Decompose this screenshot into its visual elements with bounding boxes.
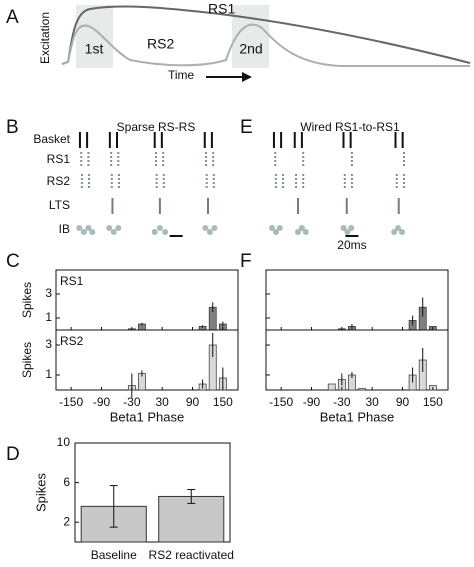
panel-title: Wired RS1-to-RS1: [300, 120, 400, 134]
y-axis-label: Spikes: [33, 472, 48, 512]
y-tick-label: 2: [63, 514, 70, 528]
plot-frame: [265, 329, 449, 391]
spike: [202, 225, 209, 231]
panel-letter: F: [240, 251, 252, 272]
row-label: RS2: [47, 174, 71, 188]
y-tick-label: 6: [63, 475, 70, 489]
x-tick-label: 30: [155, 395, 169, 409]
y-tick-label: 3: [45, 286, 52, 300]
curve-label: RS2: [147, 36, 174, 52]
scale-bar-label: 20ms: [337, 238, 366, 252]
y-tick-label: 1: [45, 367, 52, 381]
spike: [348, 225, 355, 231]
x-tick-label: -150: [59, 395, 83, 409]
x-tick-label: -90: [93, 395, 111, 409]
row-label: Basket: [33, 132, 70, 146]
spike: [80, 229, 87, 235]
plot-frame: [55, 329, 239, 391]
x-tick-label: 150: [213, 395, 233, 409]
spike: [295, 229, 301, 235]
spike: [162, 229, 169, 235]
panel-letter: B: [6, 117, 19, 138]
x-tick-label: -150: [269, 395, 293, 409]
row-label: IB: [59, 222, 70, 236]
x-tick-label: -30: [123, 395, 141, 409]
x-tick-label: RS2 reactivated: [149, 548, 234, 562]
y-tick-label: 1: [45, 310, 52, 324]
y-axis-label: Excitation: [38, 12, 52, 64]
hist-bar: [327, 383, 336, 391]
x-tick-label: Baseline: [91, 548, 137, 562]
x-tick-label: 150: [423, 395, 443, 409]
spike: [391, 229, 398, 235]
hist-bar: [358, 388, 366, 391]
x-tick-label: 90: [396, 395, 410, 409]
spike: [156, 225, 163, 231]
spike: [302, 229, 309, 235]
spike: [110, 229, 117, 235]
spike: [151, 229, 158, 235]
x-tick-label: -30: [333, 395, 351, 409]
spike: [298, 225, 305, 231]
spike: [340, 225, 347, 231]
spike: [89, 229, 96, 235]
spike: [276, 225, 283, 231]
spike: [211, 225, 218, 231]
window-label: 2nd: [239, 41, 262, 57]
x-axis-label: Time: [168, 68, 195, 82]
curve-label: RS1: [208, 1, 235, 17]
spike: [76, 225, 83, 231]
panel-name: RS1: [60, 274, 84, 288]
y-tick-label: 3: [45, 337, 52, 351]
panel-letter: A: [6, 7, 19, 28]
spike: [272, 229, 279, 235]
x-axis-label: Beta1 Phase: [320, 409, 394, 424]
plot-frame: [74, 442, 231, 543]
window-shade: [76, 5, 113, 68]
panel-a: A Excitation RS1 RS2 1st 2nd Time: [6, 1, 471, 82]
panel-name: RS2: [60, 334, 84, 348]
row-label: LTS: [49, 198, 70, 212]
panel-letter: C: [6, 251, 20, 272]
curve-rs2: [61, 23, 470, 67]
row-label: RS1: [47, 152, 71, 166]
panel-letter: D: [6, 444, 20, 465]
y-tick-label: 10: [57, 435, 71, 449]
x-tick-label: 90: [186, 395, 200, 409]
spike: [115, 225, 122, 231]
y-axis-label: Spikes: [20, 282, 34, 318]
curve-rs1: [61, 5, 471, 65]
spike: [395, 225, 402, 231]
spike: [269, 225, 275, 231]
y-axis-label: Spikes: [20, 342, 34, 378]
spike: [85, 225, 92, 231]
bar: [158, 495, 225, 543]
x-axis-label: Beta1 Phase: [110, 409, 184, 424]
arrow-head: [242, 72, 252, 82]
spike: [106, 225, 113, 231]
panel-letter: E: [240, 117, 253, 138]
panel-title: Sparse RS-RS: [117, 120, 196, 134]
x-tick-label: -90: [303, 395, 321, 409]
x-tick-label: 30: [365, 395, 379, 409]
spike: [206, 229, 213, 235]
spike: [344, 229, 351, 235]
window-label: 1st: [85, 41, 104, 57]
spike: [399, 229, 405, 235]
